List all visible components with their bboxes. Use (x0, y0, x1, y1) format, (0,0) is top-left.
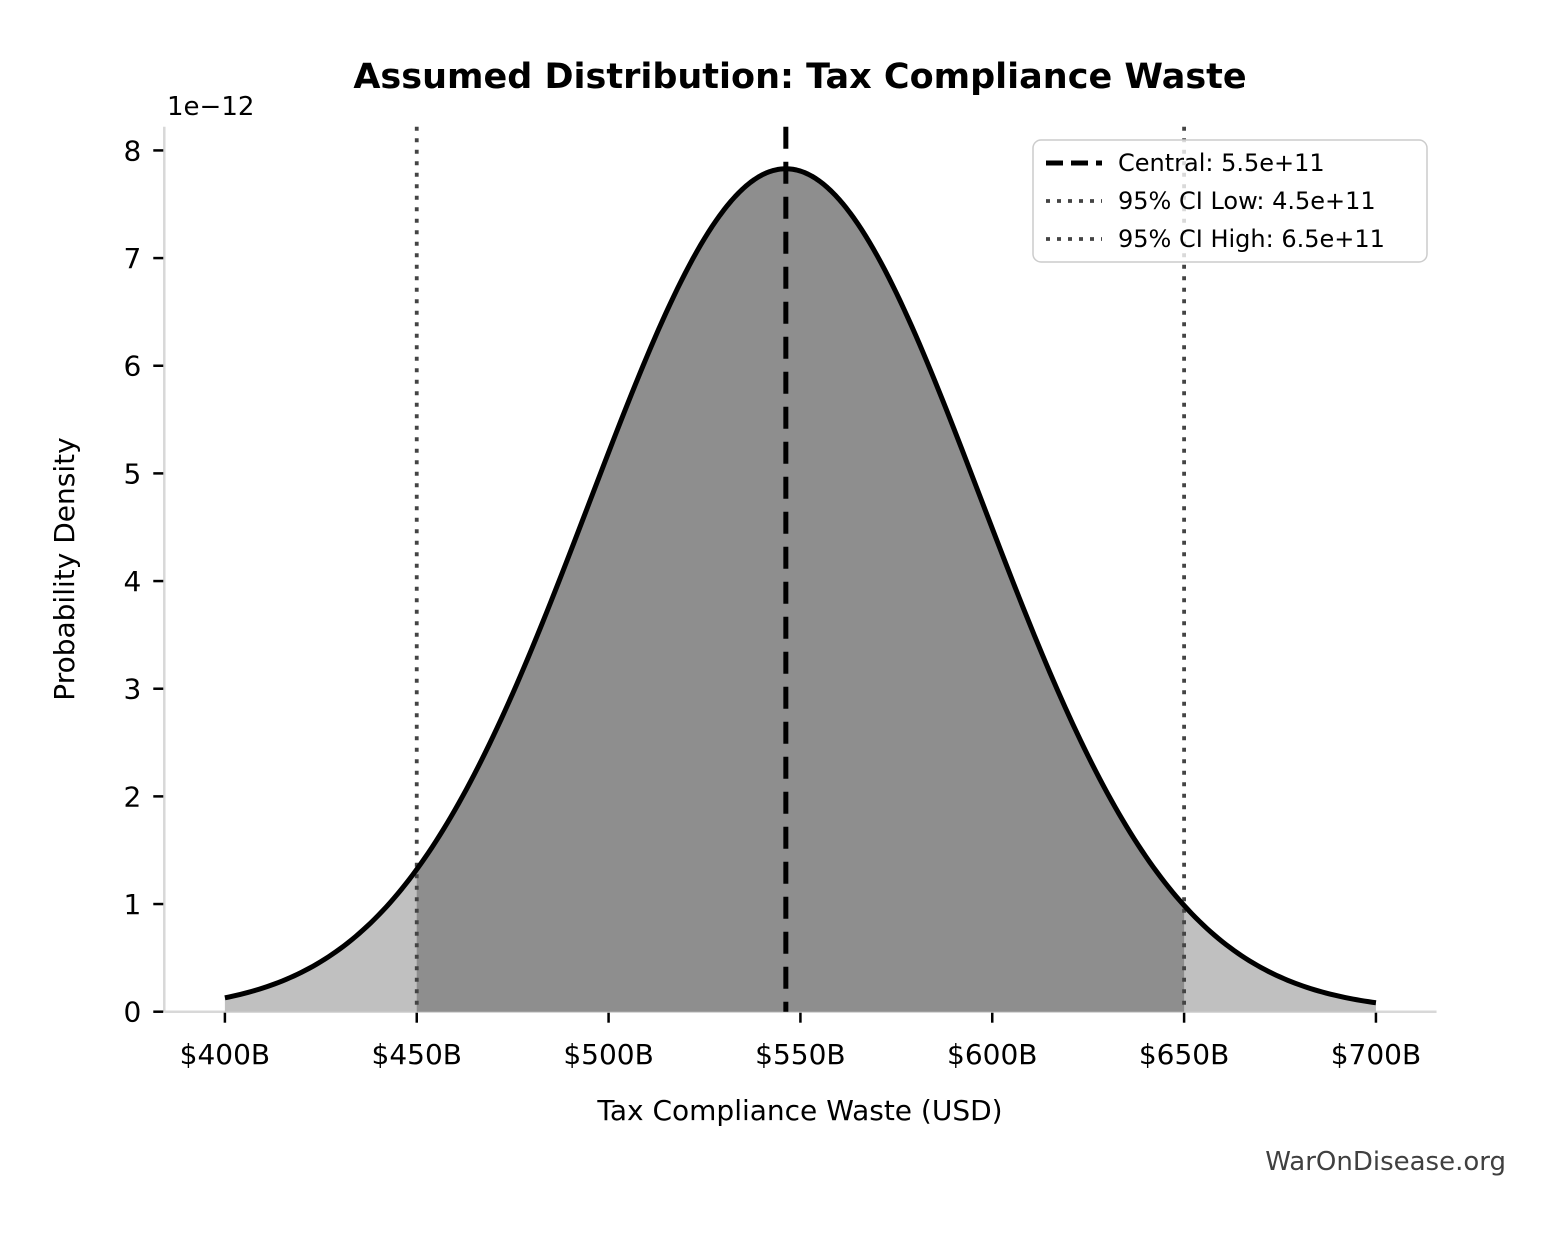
x-tick-label: $500B (563, 1038, 653, 1071)
y-tick-label: 7 (123, 242, 141, 275)
x-axis-ticks: $400B $450B $500B $550B $600B $650B $700B (180, 1012, 1421, 1071)
distribution-curve (224, 166, 1377, 1006)
y-tick-label: 0 (123, 996, 141, 1029)
confidence-interval-fill (416, 168, 1185, 1012)
y-tick-label: 6 (123, 350, 141, 383)
legend-label-ci-high: 95% CI High: 6.5e+11 (1118, 225, 1385, 253)
y-tick-label: 1 (123, 888, 141, 921)
y-axis-offset-label: 1e−12 (167, 92, 254, 122)
y-tick-label: 5 (123, 457, 141, 490)
y-axis-label: Probability Density (48, 437, 81, 700)
watermark: WarOnDisease.org (1265, 1147, 1506, 1177)
legend: Central: 5.5e+11 95% CI Low: 4.5e+11 95%… (1032, 139, 1428, 263)
chart-title: Assumed Distribution: Tax Compliance Was… (353, 57, 1246, 97)
legend-label-ci-low: 95% CI Low: 4.5e+11 (1118, 187, 1376, 215)
y-tick-label: 4 (123, 565, 141, 598)
x-tick-label: $450B (372, 1038, 462, 1071)
x-tick-label: $700B (1331, 1038, 1421, 1071)
legend-label-central: Central: 5.5e+11 (1118, 149, 1325, 177)
legend-box (1032, 139, 1428, 263)
y-axis-ticks: 0 1 2 3 4 5 6 7 8 (123, 134, 164, 1029)
y-tick-label: 8 (123, 134, 141, 167)
x-tick-label: $550B (755, 1038, 845, 1071)
y-tick-label: 2 (123, 780, 141, 813)
x-tick-label: $400B (180, 1038, 270, 1071)
x-tick-label: $600B (947, 1038, 1037, 1071)
y-tick-label: 3 (123, 673, 141, 706)
x-tick-label: $650B (1139, 1038, 1229, 1071)
x-axis-label: Tax Compliance Waste (USD) (596, 1094, 1002, 1127)
